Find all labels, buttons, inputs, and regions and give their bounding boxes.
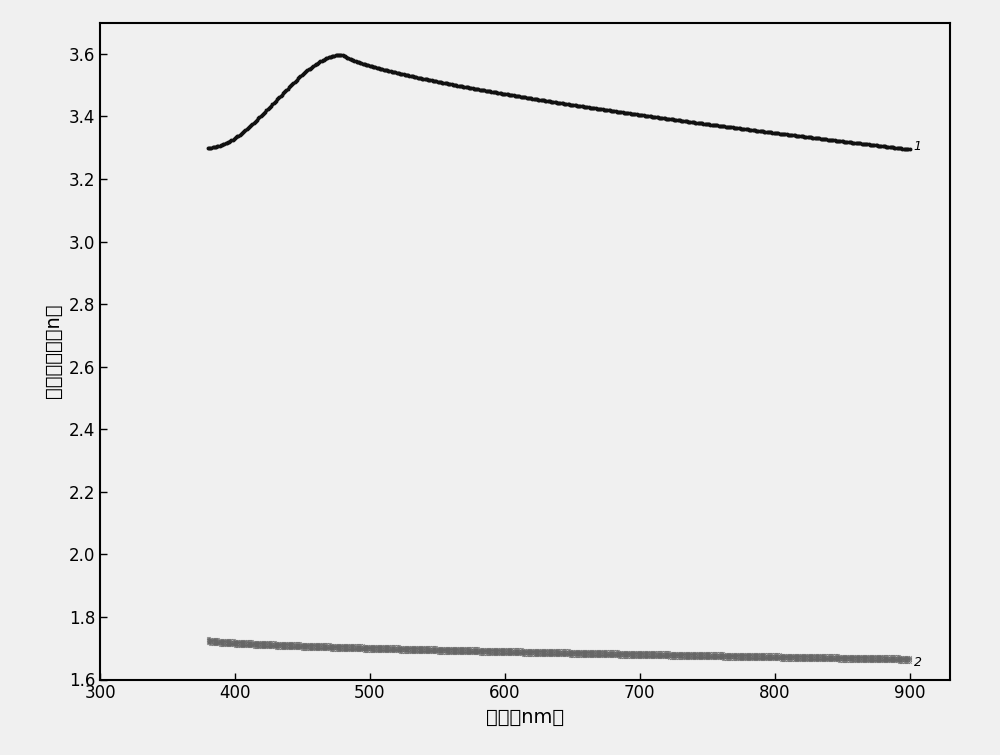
Text: 2: 2 — [914, 656, 922, 669]
X-axis label: 波长（nm）: 波长（nm） — [486, 708, 564, 727]
Text: 1: 1 — [914, 140, 922, 153]
Y-axis label: 绝对折射率（n）: 绝对折射率（n） — [44, 304, 63, 399]
